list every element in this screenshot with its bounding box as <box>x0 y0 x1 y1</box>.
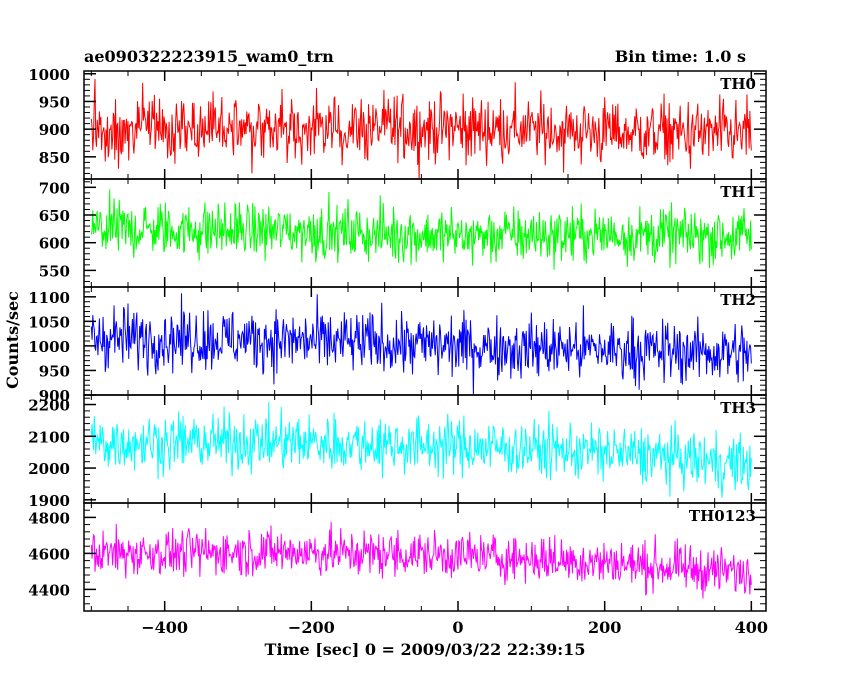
panel-frame <box>83 502 767 612</box>
y-tick-label: 4800 <box>28 509 70 527</box>
x-tick-label: 200 <box>588 618 621 637</box>
y-tick-label: 550 <box>39 262 70 280</box>
y-tick-label: 1050 <box>28 313 70 331</box>
x-tick-label: −200 <box>288 618 335 637</box>
y-tick-label: 4600 <box>28 545 70 563</box>
y-tick-label: 1900 <box>28 492 70 510</box>
panel-label-th0123: TH0123 <box>689 507 756 525</box>
y-tick-label: 1000 <box>28 338 70 356</box>
y-tick-label: 600 <box>39 235 70 253</box>
x-axis-label: Time [sec] 0 = 2009/03/22 22:39:15 <box>265 640 586 659</box>
x-tick-label: 400 <box>735 618 768 637</box>
series-line-th2 <box>90 293 752 395</box>
panel-label-th1: TH1 <box>720 183 756 201</box>
panel-th2: 900 950 1000 1050 1100 TH2 <box>28 286 767 405</box>
y-tick-label: 2100 <box>28 428 70 446</box>
series-line-th3 <box>90 401 752 498</box>
panel-label-th2: TH2 <box>720 291 756 309</box>
y-tick-label: 700 <box>39 179 70 197</box>
bin-time-label: Bin time: 1.0 s <box>615 47 746 66</box>
y-tick-label: 1100 <box>28 289 70 307</box>
series-line-th1 <box>90 189 752 270</box>
figure-title: ae090322223915_wam0_trn <box>84 47 334 66</box>
y-tick-label: 2200 <box>28 397 70 415</box>
series-line-th0123 <box>90 521 752 599</box>
panel-label-th0: TH0 <box>720 75 756 93</box>
y-tick-label: 900 <box>39 121 70 139</box>
series-line-th0 <box>90 78 752 179</box>
y-tick-label: 950 <box>39 93 70 111</box>
y-tick-label: 650 <box>39 207 70 225</box>
y-tick-label: 2000 <box>28 460 70 478</box>
panel-group: 850 900 950 1000 TH0 550 600 650 700 TH1 900 950 100… <box>28 66 768 637</box>
panel-th0123: 4400 4600 4800 TH0123 <box>28 502 767 612</box>
x-tick-label: −400 <box>141 618 188 637</box>
panel-label-th3: TH3 <box>720 399 756 417</box>
panel-th0: 850 900 950 1000 TH0 <box>28 66 767 180</box>
y-tick-label: 850 <box>39 149 70 167</box>
x-tick-label: 0 <box>452 618 463 637</box>
y-axis-label: Counts/sec <box>3 291 22 389</box>
y-tick-label: 1000 <box>28 66 70 84</box>
panel-th1: 550 600 650 700 TH1 <box>39 178 767 288</box>
y-tick-label: 4400 <box>28 581 70 599</box>
panel-th3: 1900 2000 2100 2200 TH3 <box>28 394 767 510</box>
y-tick-label: 950 <box>39 362 70 380</box>
y-tick-label: 900 <box>39 387 70 405</box>
